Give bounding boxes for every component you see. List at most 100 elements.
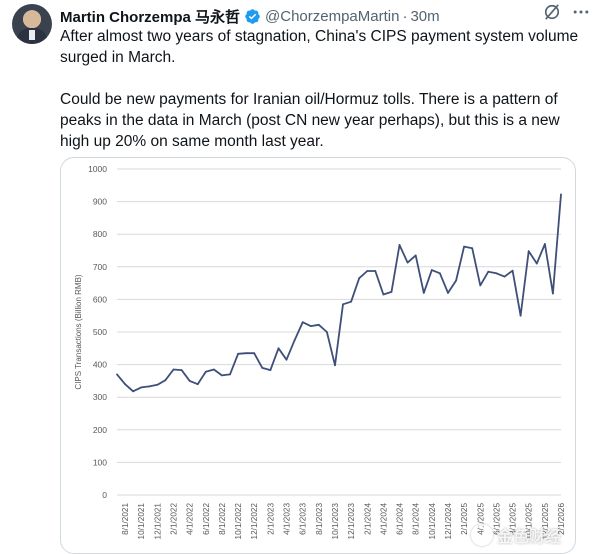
separator-dot: · <box>402 7 408 25</box>
timestamp[interactable]: 30m <box>410 7 440 25</box>
data-point <box>140 386 143 389</box>
x-tick-label: 10/1/2023 <box>331 503 340 540</box>
grok-icon[interactable] <box>542 2 562 22</box>
data-point <box>124 383 126 386</box>
watermark-logo-icon <box>470 524 493 546</box>
x-tick-label: 2/1/2025 <box>460 503 469 535</box>
data-point <box>172 368 175 371</box>
x-tick-label: 2/1/2024 <box>363 503 372 535</box>
verified-badge-icon <box>245 8 260 24</box>
y-tick-label: 800 <box>93 229 107 239</box>
tweet-header: Martin Chorzempa 马永哲 @ChorzempaMartin · … <box>60 5 590 27</box>
data-point <box>406 261 409 264</box>
data-point <box>535 262 538 265</box>
data-point <box>358 277 361 280</box>
data-point <box>527 250 530 253</box>
y-tick-label: 200 <box>93 425 107 435</box>
data-point <box>552 292 554 295</box>
data-point <box>229 373 231 376</box>
data-point <box>148 385 151 388</box>
tweet-paragraph-2: Could be new payments for Iranian oil/Ho… <box>60 91 560 150</box>
x-tick-label: 6/1/2023 <box>299 503 308 535</box>
data-point <box>398 244 401 246</box>
data-point <box>221 374 223 377</box>
data-point <box>301 321 304 324</box>
y-tick-label: 400 <box>93 360 107 370</box>
y-axis-label: CIPS Transactions (Billion RMB) <box>74 274 83 389</box>
data-point <box>132 390 135 393</box>
x-tick-label: 2/1/2026 <box>557 503 566 535</box>
data-point <box>447 291 449 294</box>
data-point <box>204 370 207 373</box>
data-point <box>237 352 239 355</box>
data-point <box>334 364 336 367</box>
data-point <box>511 269 514 272</box>
data-point <box>366 270 369 272</box>
data-point <box>503 275 506 278</box>
x-tick-label: 8/1/2025 <box>509 503 518 535</box>
data-point <box>293 339 296 342</box>
x-tick-label: 10/1/2021 <box>137 503 146 540</box>
data-point <box>439 272 441 275</box>
x-tick-label: 6/1/2022 <box>202 503 211 535</box>
x-tick-label: 4/1/2023 <box>283 503 292 535</box>
data-point <box>471 247 474 250</box>
series-line-cips <box>116 194 562 393</box>
display-name[interactable]: Martin Chorzempa 马永哲 <box>60 8 241 26</box>
data-point <box>261 366 264 369</box>
data-point <box>430 269 433 271</box>
data-point <box>317 323 320 326</box>
y-tick-label: 500 <box>93 327 107 337</box>
data-point <box>156 383 159 386</box>
data-point <box>463 245 466 248</box>
data-point <box>116 373 118 376</box>
data-point <box>455 279 457 282</box>
data-point <box>180 369 183 372</box>
tweet-media-chart[interactable]: 0 100 200 300 400 500 600 700 800 900 1000 CIPS Tra… <box>60 157 576 554</box>
data-point <box>374 270 377 272</box>
more-options-icon[interactable] <box>570 2 592 22</box>
x-tick-label: 8/1/2024 <box>412 503 421 535</box>
handle[interactable]: @ChorzempaMartin <box>265 7 400 25</box>
x-tick-label: 2/1/2022 <box>170 503 179 535</box>
x-tick-label: 10/1/2022 <box>234 503 243 540</box>
tweet-paragraph-1: After almost two years of stagnation, Ch… <box>60 28 579 66</box>
data-point <box>188 380 191 382</box>
data-point <box>196 383 199 386</box>
x-tick-label: 8/1/2022 <box>218 503 227 535</box>
data-point <box>253 352 256 355</box>
data-point <box>560 193 562 196</box>
x-tick-label: 12/1/2021 <box>153 503 162 540</box>
cips-line-chart: 0 100 200 300 400 500 600 700 800 900 1000 CIPS Tra… <box>74 164 566 540</box>
x-tick-label: 4/1/2024 <box>379 503 388 535</box>
data-point <box>285 358 288 361</box>
data-point <box>495 272 498 275</box>
avatar[interactable] <box>12 4 52 44</box>
data-point <box>325 331 328 333</box>
x-tick-label: 2/1/2023 <box>266 503 275 535</box>
y-tick-label: 700 <box>93 262 107 272</box>
data-point <box>277 347 280 350</box>
data-point <box>342 303 344 306</box>
x-tick-label: 4/1/2022 <box>186 503 195 535</box>
x-tick-label: 10/1/2024 <box>428 503 437 540</box>
x-tick-label: 4/1/2025 <box>476 503 485 535</box>
watermark-text: 金色财经 <box>496 529 561 546</box>
y-tick-label: 600 <box>93 294 107 304</box>
data-point <box>543 243 546 245</box>
data-point <box>414 254 417 257</box>
y-tick-label: 300 <box>93 392 107 402</box>
data-point <box>164 379 167 382</box>
x-tick-label: 8/1/2023 <box>315 503 324 535</box>
data-point <box>519 314 522 317</box>
data-point <box>390 291 393 293</box>
tweet-text: After almost two years of stagnation, Ch… <box>60 26 590 173</box>
data-point <box>309 325 312 328</box>
data-point <box>487 270 490 273</box>
y-tick-label: 0 <box>102 490 107 500</box>
data-point <box>422 291 425 294</box>
avatar-collar <box>29 30 35 40</box>
data-point <box>382 293 385 296</box>
x-tick-label: 8/1/2021 <box>121 503 130 535</box>
